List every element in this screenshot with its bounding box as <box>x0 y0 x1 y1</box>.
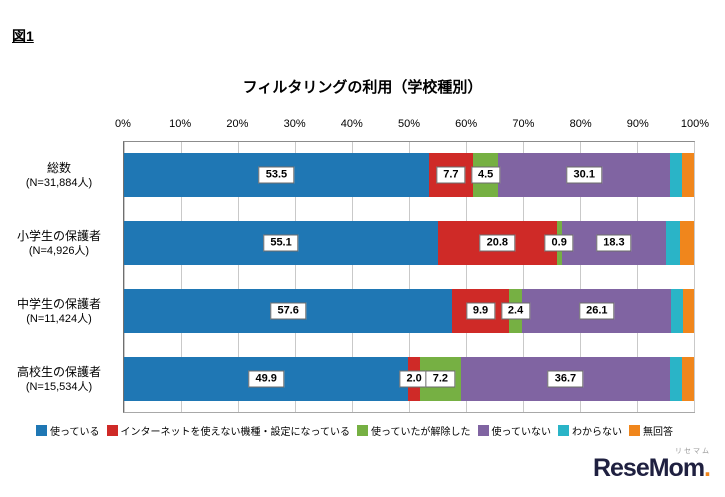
legend-label: 使っていたが解除した <box>371 427 471 438</box>
gridline <box>579 142 581 412</box>
category-label: 中学生の保護者 (N=11,424人) <box>0 277 118 345</box>
bar-segment <box>682 289 694 333</box>
gridline <box>351 142 353 412</box>
legend-label: 使っていない <box>491 427 552 438</box>
legend: 使っている インターネットを使えない機種・設定になっている 使っていたが解除した 使っ… <box>36 423 712 438</box>
data-label: 53.5 <box>258 166 295 184</box>
x-tick-label: 90% <box>626 118 649 130</box>
legend-swatch <box>629 425 640 436</box>
data-label: 2.0 <box>399 370 429 388</box>
bar-segment <box>682 357 694 401</box>
legend-item: 無回答 <box>629 423 673 438</box>
data-label: 55.1 <box>263 234 299 252</box>
bar-row: 57.6 9.9 2.4 26.1 <box>124 278 694 346</box>
resemom-logo-text: ReseMom <box>592 454 705 482</box>
legend-swatch <box>477 425 489 436</box>
data-label: 20.8 <box>479 234 516 252</box>
x-tick-label: 40% <box>340 118 363 130</box>
legend-label: わからない <box>572 427 622 438</box>
x-tick-label: 20% <box>226 118 249 130</box>
legend-item: 使っている <box>36 423 100 438</box>
category-name: 高校生の保護者 <box>16 364 101 379</box>
bar-segment <box>671 289 683 333</box>
gridline <box>636 142 638 412</box>
x-tick-label: 100% <box>680 118 710 130</box>
legend-label: インターネットを使えない機種・設定になっている <box>120 427 351 438</box>
bar-row: 55.1 20.8 0.9 18.3 <box>124 210 694 278</box>
bar-segment <box>670 153 683 197</box>
legend-item: わからない <box>558 423 622 438</box>
plot-area: 53.5 7.7 4.5 30.1 55.1 20.8 0.9 18.3 57.6 9.9 2.4 2… <box>123 141 695 413</box>
category-name: 総数 <box>46 160 71 175</box>
data-label: 26.1 <box>579 302 615 320</box>
figure-label: 図1 <box>12 28 34 44</box>
legend-swatch <box>36 425 47 436</box>
bar-segment <box>670 357 683 401</box>
data-label: 30.1 <box>566 166 602 184</box>
data-label: 36.7 <box>547 370 584 388</box>
x-tick-label: 70% <box>512 118 535 130</box>
legend-item: 使っていたが解除した <box>357 423 471 438</box>
data-label: 49.9 <box>248 370 284 388</box>
category-sample-size: (N=15,534人) <box>25 380 93 393</box>
bar-segment <box>680 221 694 265</box>
category-sample-size: (N=4,926人) <box>28 244 90 257</box>
data-label: 18.3 <box>596 234 632 252</box>
gridline <box>237 142 239 412</box>
x-tick-label: 30% <box>283 118 306 130</box>
category-label: 高校生の保護者 (N=15,534人) <box>0 345 118 413</box>
gridline <box>180 142 182 412</box>
data-label: 2.4 <box>500 302 531 320</box>
gridlines <box>123 142 695 412</box>
category-name: 小学生の保護者 <box>16 228 101 243</box>
legend-label: 無回答 <box>643 427 673 438</box>
x-tick-label: 50% <box>397 118 421 130</box>
resemom-logo-subtext: リセマム <box>675 448 711 455</box>
category-sample-size: (N=31,884人) <box>25 176 93 189</box>
bar-rows: 53.5 7.7 4.5 30.1 55.1 20.8 0.9 18.3 57.6 9.9 2.4 2… <box>124 142 694 412</box>
resemom-logo-dot: . <box>704 454 711 482</box>
data-label: 9.9 <box>465 302 496 320</box>
gridline <box>123 142 125 412</box>
legend-swatch <box>106 425 118 436</box>
gridline <box>408 142 410 412</box>
category-label: 総数 (N=31,884人) <box>0 141 118 209</box>
x-tick-label: 0% <box>115 118 131 130</box>
category-sample-size: (N=11,424人) <box>26 312 92 325</box>
resemom-logo: リセマム ReseMom. <box>593 448 711 481</box>
legend-label: 使っている <box>50 427 100 438</box>
x-tick-label: 60% <box>455 118 478 130</box>
data-label: 4.5 <box>471 166 501 184</box>
data-label: 0.9 <box>544 234 574 252</box>
category-name: 中学生の保護者 <box>16 296 101 311</box>
data-label: 7.2 <box>425 370 455 388</box>
gridline <box>294 142 296 412</box>
category-labels: 総数 (N=31,884人) 小学生の保護者 (N=4,926人) 中学生の保護者 (N=… <box>0 141 118 413</box>
legend-swatch <box>558 425 569 436</box>
data-label: 7.7 <box>436 166 466 184</box>
x-tick-label: 80% <box>569 118 592 130</box>
gridline <box>465 142 467 412</box>
bar-row: 53.5 7.7 4.5 30.1 <box>124 142 694 210</box>
bar-segment <box>666 221 681 265</box>
gridline <box>522 142 524 412</box>
gridline <box>693 142 695 412</box>
data-label: 57.6 <box>270 302 306 320</box>
legend-swatch <box>357 425 368 436</box>
category-label: 小学生の保護者 (N=4,926人) <box>0 209 118 277</box>
x-axis-ticks: 0% 10% 20% 30% 40% 50% 60% 70% 80% 90% 100% <box>115 118 709 132</box>
chart-title: フィルタリングの利用（学校種別） <box>242 79 483 96</box>
bar-row: 49.9 2.0 7.2 36.7 <box>124 346 694 414</box>
legend-item: インターネットを使えない機種・設定になっている <box>106 423 351 438</box>
legend-item: 使っていない <box>477 423 552 438</box>
x-tick-label: 10% <box>169 118 192 130</box>
bar-segment <box>682 153 694 197</box>
